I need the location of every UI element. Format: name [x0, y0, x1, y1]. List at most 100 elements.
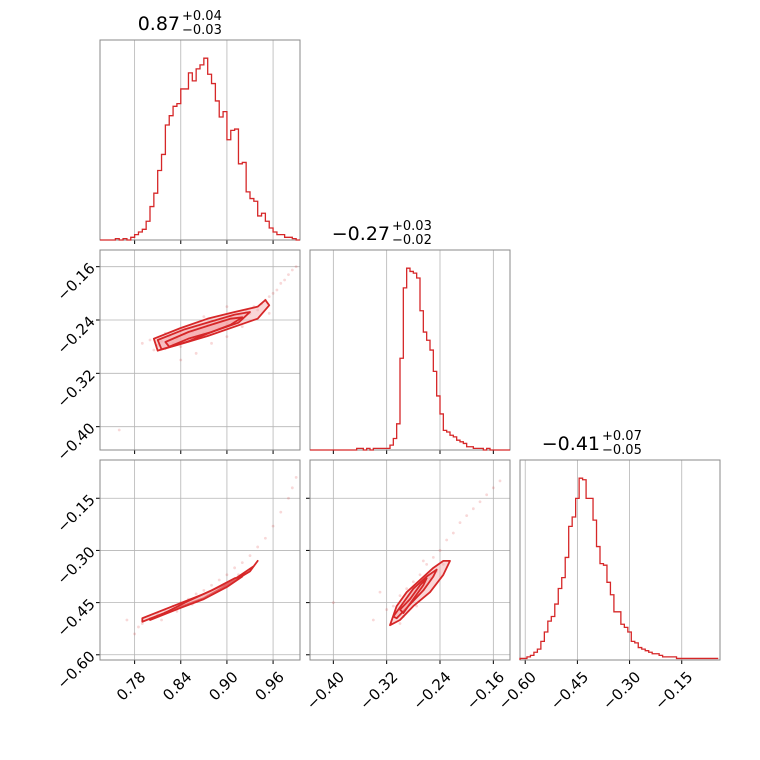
histogram-panel-p3: −0.60 −0.45 −0.30 −0.15: [495, 459, 721, 713]
sample-point-0-39: [290, 268, 294, 272]
panel-frame-s2: [309, 459, 511, 661]
sample-point-2-10: [431, 555, 435, 559]
sample-point-2-26: [421, 559, 425, 563]
sample-point-0-47: [225, 305, 229, 309]
sample-point-0-44: [225, 335, 229, 339]
sample-point-1-23: [290, 486, 294, 490]
histogram-line-p2: [310, 267, 510, 451]
sample-point-2-23: [415, 604, 419, 608]
sample-point-1-14: [225, 573, 229, 577]
panel-title-plus-p2: +0.03: [392, 219, 432, 234]
x-tick-label-h2-3: −0.15: [651, 668, 696, 713]
panel-title-plus-p3: +0.07: [602, 429, 642, 444]
contour-level-2-0: [399, 577, 428, 614]
sample-point-2-8: [418, 573, 422, 577]
x-tick-label-h2-2: −0.30: [599, 668, 644, 713]
y-tick-label-s1-0: −0.60: [53, 647, 98, 692]
panel-frame-h1: [309, 249, 511, 451]
sample-point-1-10: [194, 592, 198, 596]
sample-point-0-49: [267, 311, 271, 315]
panel-title-minus-p1: −0.03: [182, 23, 222, 38]
sample-point-2-7: [411, 580, 415, 584]
sample-point-0-30: [256, 308, 260, 312]
x-tick-label-s1-0: 0.78: [113, 668, 149, 704]
sample-point-0-43: [210, 341, 213, 345]
sample-point-1-12: [210, 583, 213, 587]
contour-level-0-1: [156, 311, 251, 351]
sample-point-2-4: [391, 604, 395, 608]
sample-point-0-45: [240, 325, 244, 329]
scatter-panel-p2-p3: −0.40 −0.32 −0.24 −0.16: [303, 459, 511, 713]
panel-title-p1: 0.87: [138, 13, 180, 35]
sample-point-0-38: [287, 273, 290, 277]
sample-point-2-14: [458, 521, 462, 525]
sample-point-2-1: [378, 590, 382, 594]
sample-point-1-3: [140, 622, 144, 625]
contour-level-0-0: [164, 316, 244, 348]
panel-title-minus-p2: −0.02: [392, 233, 432, 248]
sample-point-1-26: [175, 609, 179, 613]
y-tick-label-s0-1: −0.32: [53, 366, 98, 411]
x-tick-label-s2-2: −0.24: [410, 668, 455, 713]
panels-layer: −0.60 −0.45 −0.30 −0.15−0.40−0.32−0.24−0.16…: [53, 39, 721, 713]
y-tick-label-s1-3: −0.15: [53, 491, 98, 536]
y-tick-label-s1-2: −0.30: [53, 543, 98, 588]
x-tick-label-s2-0: −0.40: [303, 668, 348, 713]
sample-point-2-15: [465, 514, 469, 518]
sample-point-1-11: [202, 589, 206, 592]
sample-point-2-18: [485, 493, 489, 497]
scatter-panel-p1-p3: 0.78 0.84 0.90 0.96 −0.60 −0.45 −0.30 −0.15: [53, 459, 301, 704]
y-tick-label-s1-1: −0.45: [53, 595, 98, 640]
sample-point-2-0: [331, 601, 335, 605]
sample-point-1-18: [256, 545, 260, 549]
sample-point-1-22: [287, 496, 290, 500]
histogram-panel-p1: [99, 39, 301, 244]
x-tick-label-h2-1: −0.45: [547, 668, 592, 713]
sample-point-1-16: [240, 561, 244, 565]
sample-point-2-19: [491, 486, 495, 490]
sample-point-0-42: [194, 351, 198, 355]
x-tick-label-s1-3: 0.96: [251, 668, 287, 704]
sample-point-1-19: [263, 536, 267, 540]
sample-point-0-22: [225, 322, 229, 326]
panel-title-p3: −0.41: [542, 433, 600, 455]
contour-level-1-0: [149, 575, 244, 621]
sample-point-1-17: [248, 554, 252, 558]
sample-point-1-21: [279, 510, 283, 514]
panel-frame-h0: [99, 39, 301, 241]
sample-point-0-35: [275, 288, 279, 292]
sample-point-2-12: [445, 538, 449, 542]
x-tick-label-s2-1: −0.32: [356, 668, 401, 713]
panel-frame-s0: [99, 249, 301, 451]
contour-level-1-1: [141, 559, 259, 623]
sample-point-2-13: [451, 531, 455, 535]
sample-point-0-36: [279, 281, 283, 285]
sample-point-0-3: [152, 348, 156, 352]
sample-point-0-1: [140, 341, 144, 345]
sample-point-0-0: [117, 428, 121, 432]
sample-point-2-16: [471, 507, 475, 511]
sample-point-1-15: [233, 566, 237, 570]
sample-point-2-5: [398, 594, 402, 598]
sample-point-2-17: [478, 500, 482, 504]
titles-layer: 0.87 +0.04−0.03 −0.27 +0.03−0.02 −0.41 +0.07−…: [138, 9, 642, 458]
sample-point-0-33: [267, 295, 271, 299]
sample-point-0-10: [179, 345, 183, 349]
histogram-line-p1: [100, 57, 300, 241]
sample-point-1-13: [217, 578, 221, 582]
histogram-panel-p2: [309, 249, 511, 454]
sample-point-2-9: [425, 562, 429, 566]
panel-title-p2: −0.27: [332, 223, 390, 245]
sample-point-2-2: [371, 618, 375, 622]
sample-point-0-40: [294, 265, 298, 269]
panel-title-plus-p1: +0.04: [182, 9, 222, 24]
panel-frame-s1: [99, 459, 301, 661]
panel-title-minus-p3: −0.05: [602, 443, 642, 458]
sample-point-2-22: [398, 622, 402, 625]
y-tick-label-s0-3: −0.16: [53, 259, 98, 304]
sample-point-0-37: [283, 278, 287, 282]
sample-point-0-5: [160, 339, 163, 343]
sample-point-1-1: [133, 632, 137, 636]
y-tick-label-s0-0: −0.40: [53, 419, 98, 464]
